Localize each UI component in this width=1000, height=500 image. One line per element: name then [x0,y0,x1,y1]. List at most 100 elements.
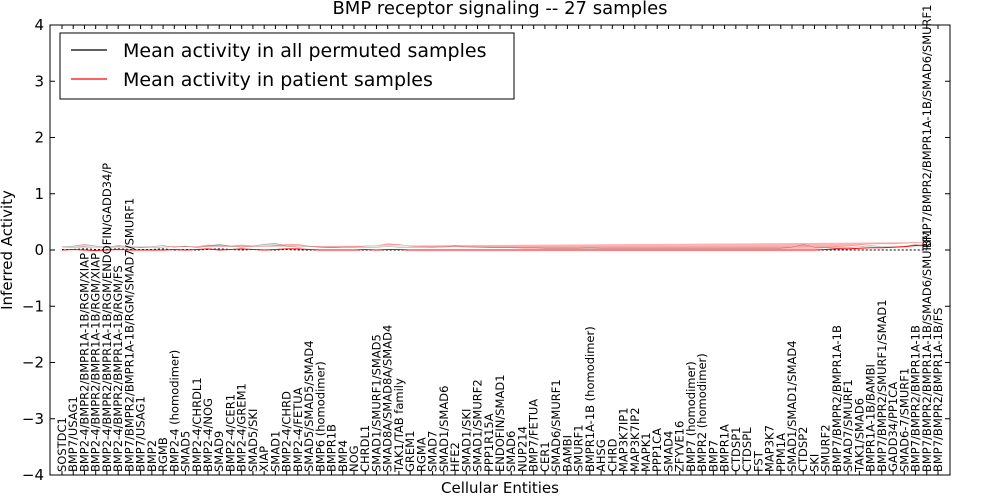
x-category-label: CHRD [605,438,619,472]
x-category-label: GADD34/PP1CA [886,382,900,472]
x-category-label: NOG [347,445,361,472]
x-category-label: SMAD5/SMAD5/SMAD4 [302,340,316,472]
y-tick-label: −1 [22,297,44,315]
x-category-label: BMP2 [145,440,159,472]
x-category-label: SMAD5 [179,431,193,472]
x-category-label: BMP7/BMPR2/SMURF1/SMAD1 [875,299,889,472]
x-category-label: GREM1 [403,431,417,472]
x-category-label: BMP7 (homodimer) [684,361,698,472]
legend-label: Mean activity in all permuted samples [123,40,486,62]
confidence-band-2 [61,241,927,249]
x-category-label: RGMA [414,437,428,472]
x-category-label: SMAD1/SKI [459,409,473,472]
x-category-label: BMP7/USAG1 [66,396,80,472]
x-category-label: BMP7/BMPR2/BMPR1A-1B/SMAD6/SMURF1 [920,229,934,472]
x-category-label: BMP6 (homodimer) [313,361,327,472]
series-line-2 [61,244,927,252]
x-category-label: BMP2-4/BMPR2/BMPR1A-1B/RGM/FS [111,265,125,472]
x-category-label: PPP1R15A [482,413,496,472]
x-category-label: BMP7/BMPR2/BMPR1A-1B [909,325,923,472]
x-category-label: SMAD4 [661,431,675,472]
x-category-label: SMAD6-7/SMURF1 [897,368,911,472]
x-category-label: BMP7/BMPR2/BMPR1A-1B [830,325,844,472]
x-category-label: SMAD8A/SMAD8A/SMAD4 [381,325,395,472]
confidence-band-1 [61,242,927,249]
x-category-label: SMAD7/SMURF1 [841,379,855,472]
y-tick-label: 0 [34,241,44,259]
x-category-label: SMAD5/SKI [246,409,260,472]
y-tick-label: 1 [34,185,44,203]
chart-title: BMP receptor signaling -- 27 samples [332,0,667,19]
x-category-label: SMAD9 [212,431,226,472]
x-category-label: BMP7/BMPR2/BMPR1A-1B/RGM/SMAD7/SMURF1 [122,198,136,472]
x-category-label: FST [751,450,765,472]
x-category-label: BAMBI [560,435,574,472]
legend: Mean activity in all permuted samples Mea… [59,32,515,100]
y-tick-label: −4 [22,466,44,484]
x-category-label: BMPR1A-1B/BAMBI [864,364,878,472]
x-category-label: AHSG [594,439,608,472]
x-category-label: CER1 [538,441,552,472]
y-tick-label: 2 [34,129,44,147]
x-category-label: MAP3K7 [763,425,777,472]
y-tick-label: 3 [34,72,44,90]
y-tick-label: 4 [34,16,44,34]
x-category-label: NUP214 [515,426,529,472]
y-tick-label: −3 [22,410,44,428]
x-category-label: BMP7/USAG1 [134,396,148,472]
x-category-label: SMAD1/SMAD1/SMAD4 [785,340,799,472]
x-category-label: TAK1/SMAD6 [852,398,866,473]
x-category-label: SMAD6 [504,431,518,472]
legend-box [59,32,515,100]
x-category-label: BMP2-4 (homodimer) [167,350,181,472]
x-category-label: SMAD1/SMURF2 [471,379,485,472]
x-category-label: BMPR2 (homodimer) [695,353,709,472]
x-category-label: BMPR1A [718,424,732,472]
y-tick-label: −2 [22,354,44,372]
x-category-label: BMP2-4/CHRDL1 [190,377,204,472]
x-category-label: SMAD1/SMAD6 [437,386,451,472]
x-category-label: SMAD6/SMURF1 [549,379,563,472]
x-category-label: SKI [807,454,821,472]
annotation-label: BMP7/BMPR2/BMPR1A-1B/SMAD6/SMURF1 [920,5,934,248]
x-category-label: SMAD7 [426,431,440,472]
legend-label: Mean activity in patient samples [123,69,433,91]
x-category-label: BMP2-4/CHRD [280,391,294,472]
x-category-label: SMURF2 [819,424,833,472]
x-category-label: ENDOFIN/SMAD1 [493,374,507,472]
x-category-label: PPM1A [774,433,788,472]
y-axis-label: Inferred Activity [0,190,16,310]
x-category-label: XIAP [257,446,271,472]
x-category-label: BMPR1B [325,424,339,472]
x-category-label: BMP2-4/NOG [201,398,215,472]
x-category-label: BMP4 [336,440,350,472]
x-category-label: PPP1CA [650,428,664,472]
x-category-label: SMAD1/SMURF1/SMAD5 [369,334,383,472]
x-category-label: BMP2-4/GREM1 [235,383,249,472]
x-category-label: CTDSPL [740,427,754,472]
x-axis-label: Cellular Entities [441,479,559,497]
x-category-label: HFE2 [448,442,462,472]
x-category-label: MAP3K7IP2 [628,407,642,472]
x-category-label: CTDSP2 [796,427,810,472]
x-category-label: BMP2-4/FETUA [291,387,305,472]
x-category-label: MAPK1 [639,432,653,472]
x-category-label: BMP7/FETUA [527,399,541,472]
x-category-label: SMURF1 [572,424,586,472]
x-category-label: BMP7/BMPR2/BMPR1A-1B/FS [931,308,945,472]
x-category-label: BMPR1A-1B (homodimer) [583,326,597,472]
x-category-label: BMP7 [706,440,720,472]
x-category-label: ZFYVE16 [673,421,687,472]
x-category-label: BMP2-4/BMPR2/BMPR1A-1B/RGM/XIAP [89,253,103,472]
x-category-label: CTDSP1 [729,427,743,472]
x-category-label: CHRDL1 [358,425,372,472]
x-category-label: MAP3K7IP1 [617,407,631,472]
x-category-label: RGMB [156,437,170,472]
x-category-label: BMP2-4/BMPR2/BMPR1A-1B/RGM/ENDOFIN/GADD3… [100,163,114,472]
plot-area: 43210−1−2−3−4SOSTDC1BMP7/USAG1BMP2-4/BMP… [22,5,951,484]
x-category-label: SOSTDC1 [55,417,69,472]
x-category-label: TAK1/TAB family [392,378,406,473]
x-category-label: BMP2-4/BMPR2/BMPR1A-1B/RGM/XIAP [77,253,91,472]
x-category-label: BMP2-4/CER1 [223,394,237,472]
